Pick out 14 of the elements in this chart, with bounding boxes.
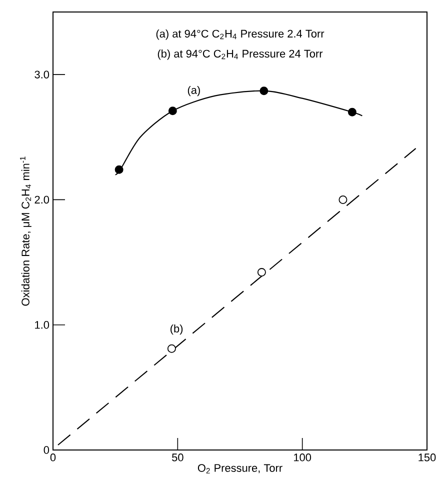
annotation: (a) at 94°C C$_{2}$H$_{4}$ Pressure 2.4 Torr	[156, 30, 324, 40]
series-label: (a)	[188, 86, 200, 96]
series-label: (b)	[170, 324, 183, 335]
x-axis-title: O$_{2}$ Pressure, Torr	[198, 464, 282, 474]
x-tick-label: 50	[172, 454, 184, 462]
y-tick-label: 1.0	[35, 320, 50, 329]
y-axis-title: Oxidation Rate, μM C$_{2}$H$_{4}$ min$^{-1}$	[20, 156, 32, 306]
annotation: (b) at 94°C C$_{2}$H$_{4}$ Pressure 24 Torr	[158, 50, 323, 60]
y-tick-label: 0	[44, 446, 50, 454]
x-tick-label: 100	[294, 454, 312, 462]
x-tick-label: 150	[418, 454, 436, 462]
x-tick-label: 0	[50, 454, 56, 462]
y-tick-label: 3.0	[34, 70, 50, 78]
y-tick-label: 2.0	[34, 196, 50, 204]
